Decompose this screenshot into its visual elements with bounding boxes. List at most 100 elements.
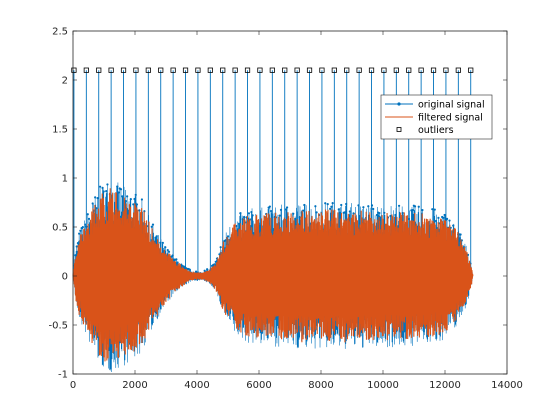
original-signal-marker [362, 206, 365, 209]
tick-layer: 0 2000 4000 6000 8000 10000 12000 14000 -1 -0.5 0 0… [48, 27, 522, 392]
original-signal-marker [194, 270, 198, 273]
original-signal-marker [151, 223, 155, 226]
outlier-marker [108, 67, 114, 73]
legend-outlier-marker [396, 127, 402, 132]
outlier-marker [207, 67, 213, 73]
original-signal-marker [431, 208, 434, 211]
outlier-marker [368, 67, 375, 73]
original-signal-marker [340, 203, 343, 207]
original-signal-marker [324, 202, 327, 205]
original-signal-marker [235, 224, 238, 228]
outlier-marker [430, 67, 437, 73]
original-signal-marker [74, 254, 77, 257]
original-signal-marker [132, 203, 135, 206]
original-signal-marker [434, 219, 438, 223]
original-signal-marker [76, 242, 80, 245]
original-signal-marker [270, 209, 273, 213]
original-signal-marker [459, 233, 462, 236]
outlier-marker [120, 67, 127, 73]
x-tick-label: 2000 [122, 380, 147, 391]
original-signal-marker [401, 211, 404, 215]
outlier-marker [269, 67, 275, 73]
original-signal-marker [247, 212, 251, 215]
outlier-marker [220, 67, 226, 73]
legend-original-label: original signal [418, 100, 485, 111]
y-tick-label: 0 [62, 272, 68, 283]
original-signal-marker [119, 188, 123, 191]
outlier-marker [443, 67, 449, 73]
outlier-marker [244, 67, 251, 73]
y-tick-label: -0.5 [48, 321, 68, 332]
original-signal-marker [331, 202, 334, 205]
original-signal-marker [81, 226, 84, 229]
original-signal-marker [352, 212, 355, 215]
outlier-marker [257, 67, 263, 73]
original-signal-marker [105, 189, 108, 193]
original-signal-marker [292, 212, 295, 215]
legend-filtered-label: filtered signal [418, 113, 483, 124]
x-tick-label: 14000 [491, 380, 523, 391]
original-signal-marker [329, 207, 332, 210]
outlier-marker [468, 67, 474, 73]
original-signal-marker [343, 211, 347, 214]
original-signal-marker [95, 207, 98, 210]
original-signal-marker [443, 213, 446, 217]
x-tick-label: 8000 [308, 380, 333, 391]
original-signal-marker [315, 211, 318, 214]
legend-original-marker [397, 102, 401, 106]
x-tick-label: 10000 [367, 380, 399, 391]
original-signal-marker [326, 203, 329, 206]
original-signal-marker [284, 208, 287, 211]
original-signal-marker [337, 208, 340, 211]
original-signal-marker [78, 232, 81, 235]
original-signal-marker [150, 225, 153, 228]
original-signal-marker [84, 223, 87, 226]
original-signal-marker [138, 209, 141, 212]
original-signal-marker [203, 269, 206, 272]
original-signal-marker [298, 216, 301, 219]
original-signal-marker [250, 210, 253, 214]
original-signal-marker [330, 205, 333, 208]
original-signal-marker [135, 203, 139, 206]
original-signal-marker [433, 208, 436, 211]
original-signal-marker [188, 268, 191, 271]
original-signal-marker [124, 200, 128, 203]
original-signal-marker [278, 214, 281, 217]
original-signal-marker [116, 185, 119, 188]
original-signal-marker [268, 205, 271, 208]
original-signal-marker [101, 186, 104, 189]
original-signal-marker [226, 235, 230, 238]
outlier-marker [145, 67, 151, 73]
original-signal-marker [102, 190, 105, 193]
original-signal-marker [338, 211, 342, 214]
filtered-signal-line [72, 188, 474, 362]
original-signal-marker [348, 210, 351, 213]
y-tick-label: 1.5 [52, 125, 68, 136]
original-signal-marker [452, 224, 455, 227]
original-signal-marker [314, 205, 317, 208]
original-signal-marker [375, 213, 379, 217]
original-signal-marker [121, 195, 124, 198]
original-signal-marker [166, 248, 169, 252]
outlier-marker [170, 67, 176, 73]
original-signal-marker [91, 202, 94, 205]
original-signal-marker [411, 208, 414, 212]
original-signal-marker [238, 222, 241, 226]
original-signal-marker [224, 239, 227, 242]
signal-layer [72, 70, 474, 373]
outlier-marker [133, 67, 139, 73]
original-signal-marker [117, 191, 120, 194]
y-tick-label: 1 [62, 174, 68, 185]
outlier-marker [71, 67, 77, 73]
outlier-marker [282, 67, 288, 73]
original-signal-marker [303, 203, 306, 207]
outlier-marker [306, 67, 313, 73]
original-signal-marker [126, 195, 129, 198]
original-signal-marker [442, 216, 445, 219]
original-signal-marker [167, 250, 171, 253]
y-tick-label: 0.5 [52, 223, 68, 234]
original-signal-marker [372, 207, 375, 211]
original-signal-marker [286, 206, 289, 209]
original-signal-marker [389, 214, 392, 218]
original-signal-marker [161, 241, 164, 244]
